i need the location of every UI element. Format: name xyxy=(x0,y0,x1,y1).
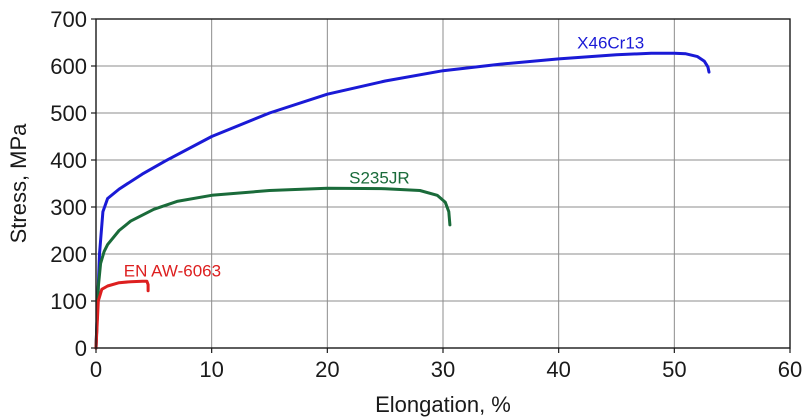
series-curves xyxy=(94,51,711,350)
x-tick-label: 10 xyxy=(199,357,223,382)
series-labels: X46Cr13 S235JR EN AW-6063 xyxy=(124,34,645,281)
series-label: S235JR xyxy=(349,169,409,188)
x-tick-label: 50 xyxy=(662,357,686,382)
y-axis-title: Stress, MPa xyxy=(6,123,31,244)
y-tick-label: 100 xyxy=(50,289,87,314)
series-label: EN AW-6063 xyxy=(124,262,221,281)
x-tick-label: 60 xyxy=(778,357,802,382)
series-line xyxy=(94,279,150,350)
y-tick-label: 300 xyxy=(50,195,87,220)
x-tick-label: 20 xyxy=(315,357,339,382)
series-line xyxy=(94,51,711,350)
y-tick-label: 0 xyxy=(75,336,87,361)
y-tick-label: 200 xyxy=(50,242,87,267)
y-tick-label: 500 xyxy=(50,101,87,126)
x-tick-label: 0 xyxy=(90,357,102,382)
y-tick-label: 700 xyxy=(50,7,87,32)
series-label: X46Cr13 xyxy=(577,34,644,53)
x-axis-title: Elongation, % xyxy=(375,392,511,417)
x-tick-label: 40 xyxy=(546,357,570,382)
grid-lines xyxy=(95,18,791,349)
y-tick-label: 600 xyxy=(50,54,87,79)
series-line xyxy=(94,186,452,350)
y-tick-label: 400 xyxy=(50,148,87,173)
x-tick-label: 30 xyxy=(431,357,455,382)
